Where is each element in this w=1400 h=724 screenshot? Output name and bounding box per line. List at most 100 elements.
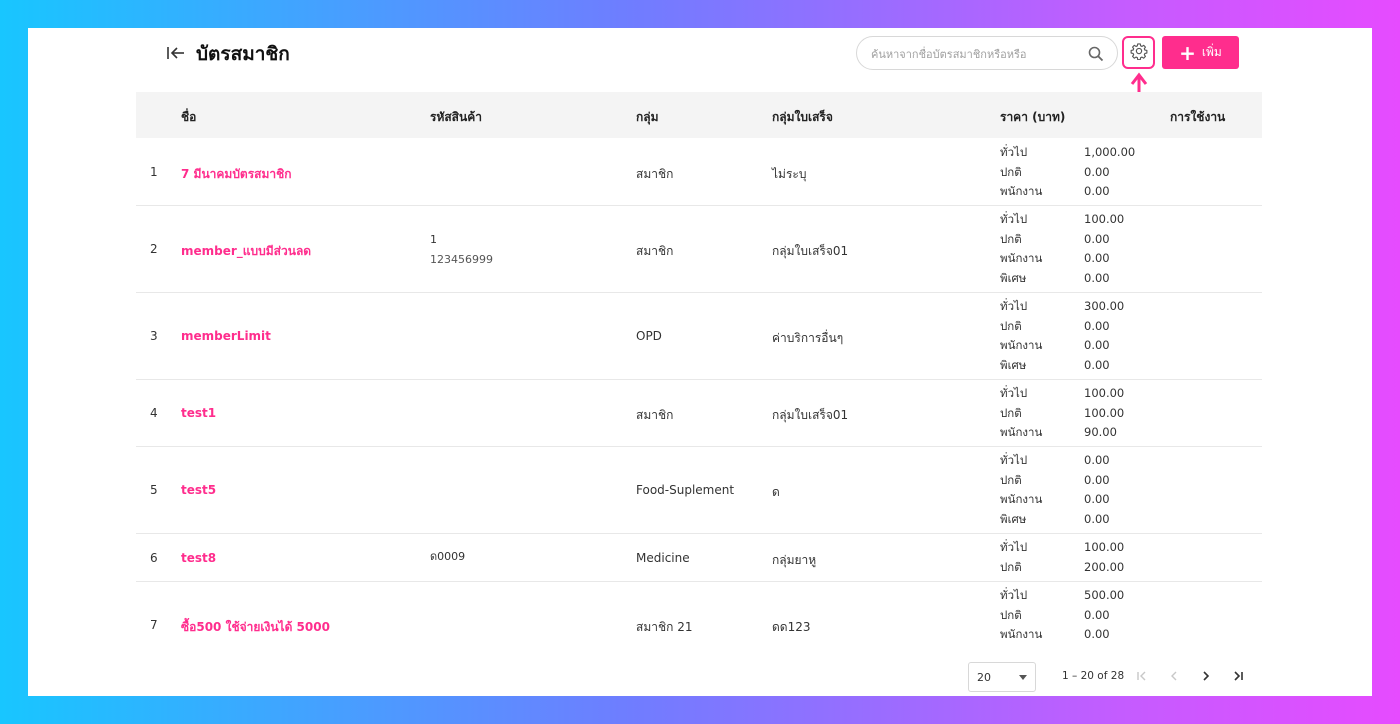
price-value: 0.00 (1084, 231, 1110, 246)
search-input[interactable] (871, 44, 1081, 64)
price-value: 0.00 (1084, 607, 1110, 622)
row-code-primary: ด0009 (430, 550, 466, 563)
price-line: ปกติ 100.00 (1000, 404, 1160, 424)
row-prices: ทั่วไป 100.00 ปกติ 0.00 พนักงาน 0.00 พิเศษ 0… (1000, 210, 1160, 288)
table-row[interactable]: 2 member_แบบมีส่วนลด 1 123456999 สมาชิก … (136, 206, 1262, 293)
previous-page-icon[interactable] (1164, 666, 1184, 686)
collapse-back-icon[interactable] (166, 41, 190, 65)
price-line: พิเศษ 0.00 (1000, 356, 1160, 376)
last-page-icon[interactable] (1228, 666, 1248, 686)
row-prices: ทั่วไป 100.00 ปกติ 200.00 (1000, 538, 1160, 577)
row-group: Food-Suplement (636, 483, 735, 497)
price-value: 0.00 (1084, 318, 1110, 333)
price-label: ปกติ (1000, 607, 1022, 622)
row-group: สมาชิก (636, 408, 674, 422)
row-receipt-group: กลุ่มใบเสร็จ01 (772, 408, 849, 422)
price-value: 0.00 (1084, 453, 1110, 467)
row-index: 1 (150, 165, 158, 179)
row-prices: ทั่วไป 100.00 ปกติ 100.00 พนักงาน 90.00 (1000, 384, 1160, 443)
price-label: พนักงาน (1000, 184, 1043, 198)
row-code: 1 123456999 (430, 230, 493, 270)
row-name-link[interactable]: member_แบบมีส่วนลด (181, 244, 312, 258)
page-header: บัตรสมาชิก + เพิ่ม (28, 28, 1372, 134)
row-name-link[interactable]: test5 (181, 483, 217, 497)
row-index: 7 (150, 618, 158, 632)
row-receipt-group: กลุ่มใบเสร็จ01 (772, 244, 849, 258)
column-header-price[interactable]: ราคา (บาท) (1000, 110, 1066, 124)
search-box[interactable] (856, 36, 1118, 70)
column-header-code[interactable]: รหัสสินค้า (430, 110, 482, 124)
row-receipt-group: ด (772, 485, 780, 499)
row-code-primary: 1 (430, 233, 437, 246)
row-index: 2 (150, 242, 158, 256)
price-label: ปกติ (1000, 164, 1022, 179)
row-receipt-group: ไม่ระบุ (772, 167, 807, 181)
price-line: ปกติ 0.00 (1000, 163, 1160, 183)
settings-button[interactable] (1122, 36, 1155, 69)
price-line: ทั่วไป 100.00 (1000, 384, 1160, 404)
price-line: พิเศษ 0.00 (1000, 269, 1160, 289)
column-header-group[interactable]: กลุ่ม (636, 110, 659, 124)
row-name-link[interactable]: memberLimit (181, 329, 271, 343)
next-page-icon[interactable] (1196, 666, 1216, 686)
price-value: 0.00 (1084, 338, 1110, 352)
column-header-usage[interactable]: การใช้งาน (1170, 110, 1226, 124)
table-row[interactable]: 4 test1 สมาชิก กลุ่มใบเสร็จ01 ทั่วไป 100.… (136, 380, 1262, 447)
row-prices: ทั่วไป 1,000.00 ปกติ 0.00 พนักงาน 0.00 (1000, 143, 1160, 202)
price-line: พนักงาน 0.00 (1000, 490, 1160, 510)
row-group: OPD (636, 329, 662, 343)
price-label: ปกติ (1000, 405, 1022, 420)
page-title: บัตรสมาชิก (196, 43, 290, 65)
price-line: พนักงาน 90.00 (1000, 423, 1160, 443)
column-header-receipt-group[interactable]: กลุ่มใบเสร็จ (772, 110, 833, 124)
row-group: สมาชิก (636, 244, 674, 258)
table-row[interactable]: 1 7 มีนาคมบัตรสมาชิก สมาชิก ไม่ระบุ ทั่ว… (136, 138, 1262, 206)
gear-icon (1130, 42, 1148, 64)
row-group: สมาชิก (636, 167, 674, 181)
price-line: ทั่วไป 100.00 (1000, 210, 1160, 230)
row-name-link[interactable]: test1 (181, 406, 217, 420)
dropdown-caret-icon (1019, 675, 1027, 680)
price-line: ทั่วไป 100.00 (1000, 538, 1160, 558)
price-value: 500.00 (1084, 588, 1125, 602)
row-prices: ทั่วไป 0.00 ปกติ 0.00 พนักงาน 0.00 พิเศษ 0.0… (1000, 451, 1160, 529)
table-row[interactable]: 7 ซื้อ500 ใช้จ่ายเงินได้ 5000 สมาชิก 21 … (136, 582, 1262, 648)
price-value: 0.00 (1084, 357, 1110, 372)
table-row[interactable]: 3 memberLimit OPD ค่าบริการอื่นๆ ทั่วไป 3… (136, 293, 1262, 380)
price-label: พิเศษ (1000, 270, 1027, 285)
page-size-select[interactable]: 20 (968, 662, 1036, 692)
price-value: 1,000.00 (1084, 145, 1136, 159)
row-name-link[interactable]: 7 มีนาคมบัตรสมาชิก (181, 167, 292, 181)
row-name-link[interactable]: ซื้อ500 ใช้จ่ายเงินได้ 5000 (181, 620, 330, 634)
row-group: Medicine (636, 551, 690, 565)
price-value: 300.00 (1084, 299, 1125, 313)
price-value: 100.00 (1084, 540, 1125, 554)
row-receipt-group: ดด123 (772, 620, 811, 634)
price-label: ปกติ (1000, 472, 1022, 487)
row-receipt-group: กลุ่มยาหู (772, 553, 817, 567)
price-label: ปกติ (1000, 231, 1022, 246)
price-line: พนักงาน 0.00 (1000, 625, 1160, 645)
price-value: 0.00 (1084, 492, 1110, 506)
price-label: พิเศษ (1000, 357, 1027, 372)
price-value: 0.00 (1084, 251, 1110, 265)
price-label: พิเศษ (1000, 511, 1027, 526)
add-button[interactable]: + เพิ่ม (1162, 36, 1239, 69)
pagination-range: 1 – 20 of 28 (1062, 670, 1125, 682)
price-value: 100.00 (1084, 212, 1125, 226)
price-line: ปกติ 0.00 (1000, 471, 1160, 491)
price-value: 0.00 (1084, 627, 1110, 641)
table-row[interactable]: 5 test5 Food-Suplement ด ทั่วไป 0.00 ปกติ… (136, 447, 1262, 534)
row-name-link[interactable]: test8 (181, 551, 217, 565)
column-header-name[interactable]: ชื่อ (181, 110, 197, 124)
row-prices: ทั่วไป 300.00 ปกติ 0.00 พนักงาน 0.00 พิเศษ 0… (1000, 297, 1160, 375)
row-index: 5 (150, 483, 158, 497)
row-code-secondary: 123456999 (430, 253, 493, 266)
search-icon[interactable] (1087, 45, 1105, 63)
pagination-bar: 20 1 – 20 of 28 (28, 656, 1372, 696)
first-page-icon[interactable] (1132, 666, 1152, 686)
table-header: ชื่อ รหัสสินค้า กลุ่ม กลุ่มใบเสร็จ ราคา … (136, 92, 1262, 138)
table-row[interactable]: 6 test8 ด0009 Medicine กลุ่มยาหู ทั่วไป 1… (136, 534, 1262, 582)
price-value: 100.00 (1084, 405, 1125, 420)
price-line: ปกติ 0.00 (1000, 230, 1160, 250)
